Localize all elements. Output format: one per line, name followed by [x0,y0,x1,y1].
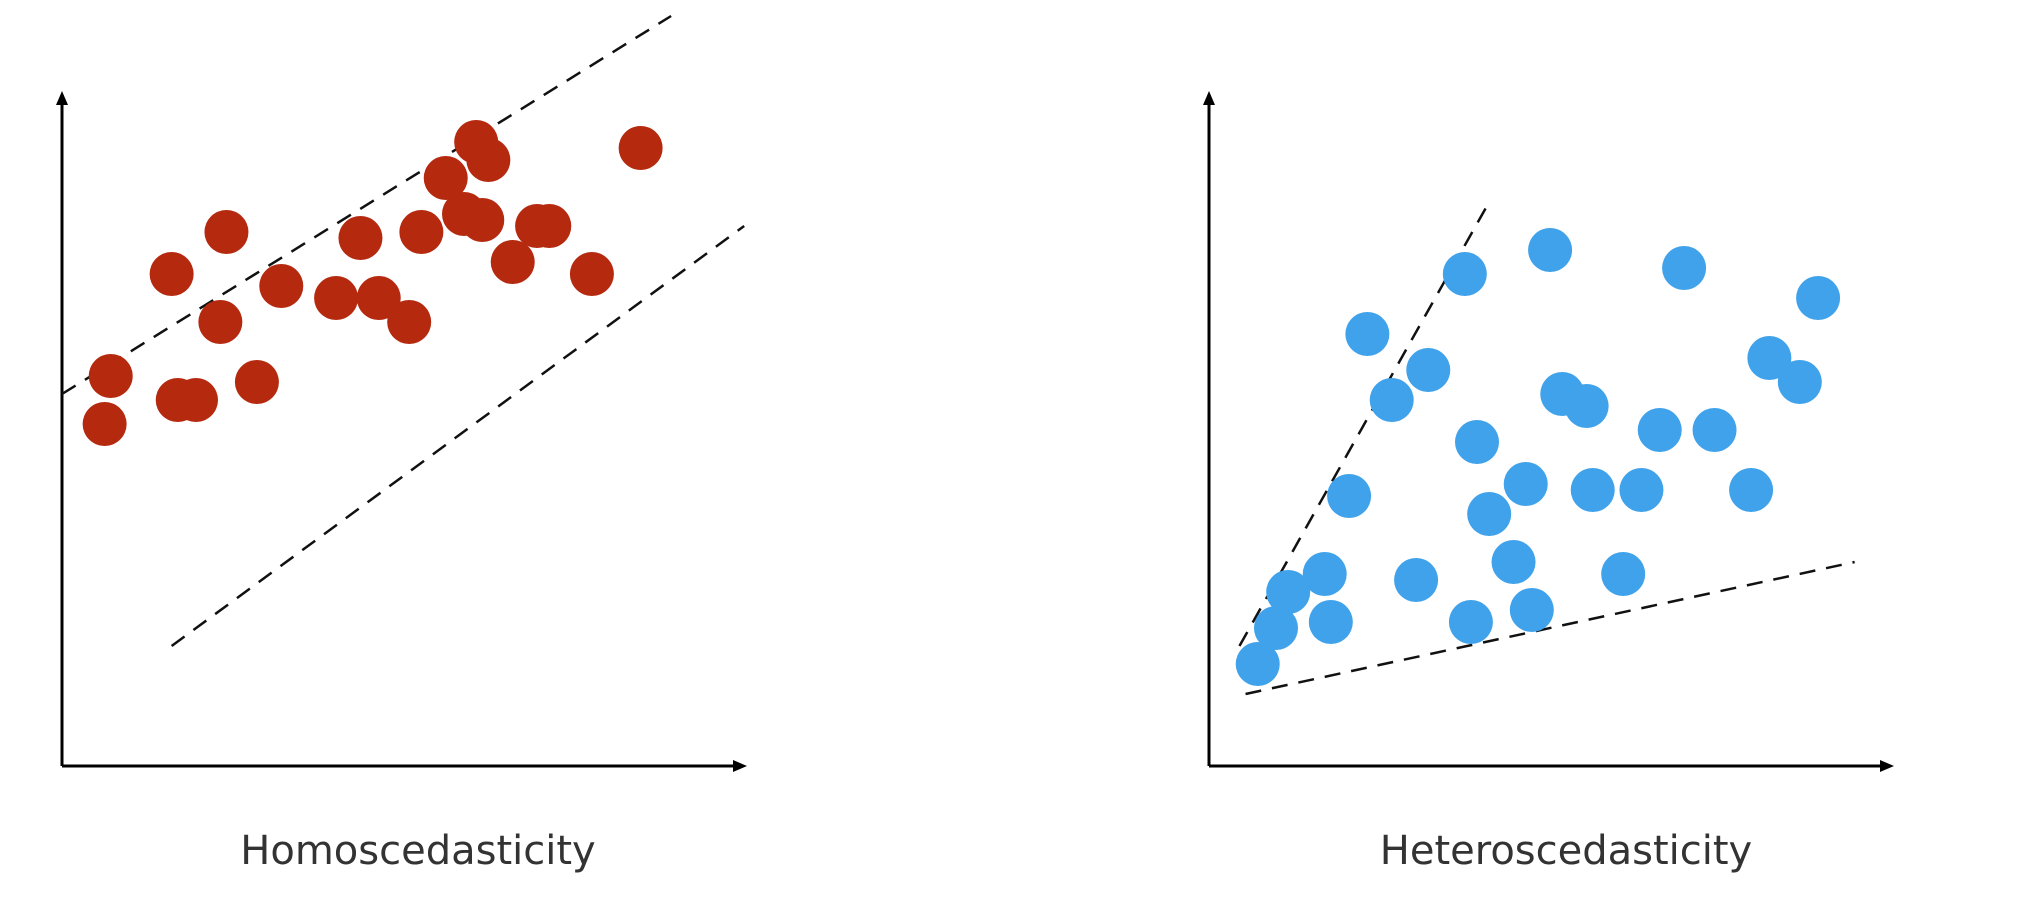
data-point [1467,492,1512,536]
data-point [88,354,133,398]
data-point [1369,378,1414,422]
data-point [1503,462,1548,506]
lower-bound-line [1245,560,1855,696]
data-point [1345,312,1390,356]
data-point [1448,600,1493,644]
data-point [356,276,401,320]
data-point [490,240,535,284]
data-point [1394,558,1439,602]
data-point [1662,246,1707,290]
heteroscedasticity-caption: Heteroscedasticity [1379,828,1753,874]
data-point [618,126,663,170]
data-point [1302,552,1347,596]
data-point [198,300,243,344]
data-point [569,252,614,296]
homoscedasticity-caption: Homoscedasticity [240,828,596,874]
data-point [1564,384,1609,428]
homoscedasticity-plot [56,14,747,772]
data-point [1509,588,1554,632]
data-point [1528,228,1573,272]
data-point [314,276,359,320]
data-point [387,300,432,344]
upper-bound-line [61,14,672,396]
data-point [515,204,560,248]
data-point [1406,348,1451,392]
data-point [234,360,279,404]
data-point [1254,606,1298,650]
data-point [1637,408,1682,452]
data-point [204,210,249,254]
data-point [1308,600,1353,644]
data-point [1491,540,1536,584]
data-point [1747,336,1792,380]
data-point [338,216,383,260]
data-point [1570,468,1615,512]
data-point [1601,552,1646,596]
data-point [1327,474,1372,518]
data-point [149,252,194,296]
data-point [1796,276,1841,320]
data-point [155,378,200,422]
data-point [1455,420,1499,464]
heteroscedasticity-plot [1203,91,1894,772]
data-point [1777,360,1822,404]
data-point [423,156,468,200]
data-point [259,264,304,308]
data-point [1619,468,1664,512]
data-point [399,210,444,254]
data-point [442,192,486,236]
data-point [82,402,127,446]
data-point [466,138,511,182]
lower-bound-line [170,224,745,648]
data-point [1266,570,1311,614]
data-point [1692,408,1737,452]
data-point [1235,642,1280,686]
data-point [1442,252,1487,296]
data-point [1729,468,1774,512]
